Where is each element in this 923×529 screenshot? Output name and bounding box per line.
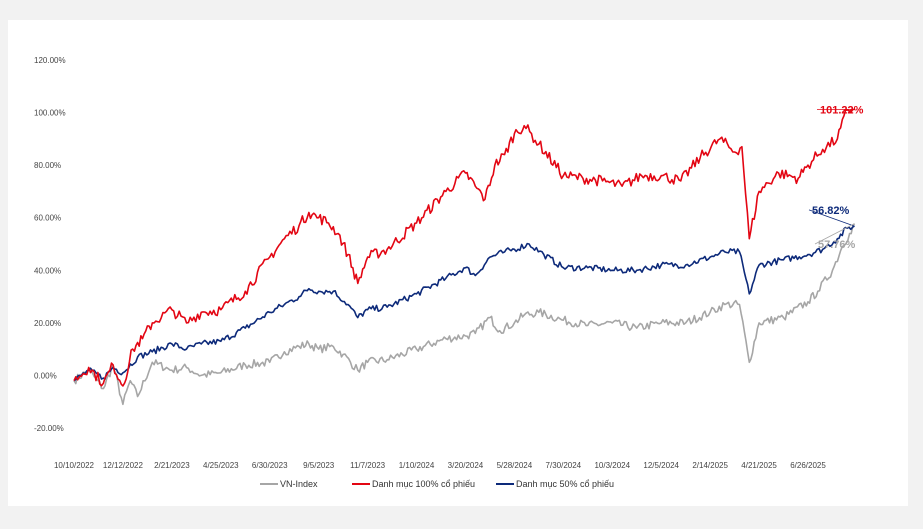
- series-line-portfolio_100: [73, 108, 855, 387]
- y-tick-label: 60.00%: [34, 214, 61, 223]
- y-tick-label: 100.00%: [34, 109, 66, 118]
- x-tick-label: 10/3/2024: [594, 461, 630, 470]
- end-labels: 101.22% 56.82% 57.76%: [808, 104, 864, 251]
- y-tick-label: 40.00%: [34, 266, 61, 275]
- legend-label: Danh mục 50% cổ phiếu: [516, 479, 614, 489]
- legend-item-vn_index[interactable]: VN-Index: [260, 479, 318, 489]
- y-tick-label: -20.00%: [34, 424, 64, 433]
- x-tick-label: 6/30/2023: [252, 461, 288, 470]
- chart-card: 120.00% 100.00% 80.00% 60.00% 40.00% 20.00% 0.…: [8, 20, 908, 506]
- y-tick-label: 0.00%: [34, 371, 57, 380]
- x-tick-label: 4/25/2023: [203, 461, 239, 470]
- end-label-portfolio_50: 56.82%: [812, 205, 850, 217]
- x-tick-label: 12/5/2024: [643, 461, 679, 470]
- end-label-vn_index: 57.76%: [818, 239, 856, 251]
- series-lines: [73, 108, 856, 406]
- x-tick-label: 6/26/2025: [790, 461, 826, 470]
- series-line-portfolio_50: [73, 225, 855, 382]
- x-tick-label: 10/10/2022: [54, 461, 95, 470]
- legend-item-portfolio_100[interactable]: Danh mục 100% cổ phiếu: [352, 479, 475, 489]
- x-tick-label: 11/7/2023: [350, 461, 386, 470]
- end-label-portfolio_100: 101.22%: [820, 104, 864, 116]
- x-tick-label: 9/5/2023: [303, 461, 335, 470]
- x-tick-label: 5/28/2024: [497, 461, 533, 470]
- legend-item-portfolio_50[interactable]: Danh mục 50% cổ phiếu: [496, 479, 614, 489]
- y-tick-label: 120.00%: [34, 56, 66, 65]
- y-tick-label: 20.00%: [34, 319, 61, 328]
- end-label-connector: [808, 209, 855, 227]
- x-tick-label: 1/10/2024: [399, 461, 435, 470]
- x-tick-label: 12/12/2022: [103, 461, 144, 470]
- x-tick-label: 2/14/2025: [692, 461, 728, 470]
- line-chart: 120.00% 100.00% 80.00% 60.00% 40.00% 20.00% 0.…: [34, 56, 864, 489]
- x-tick-label: 7/30/2024: [546, 461, 582, 470]
- legend-label: Danh mục 100% cổ phiếu: [372, 479, 475, 489]
- x-tick-label: 2/21/2023: [154, 461, 190, 470]
- x-axis: 10/10/2022 12/12/2022 2/21/2023 4/25/2023 6/…: [54, 461, 826, 470]
- end-label-connector: [814, 223, 855, 245]
- y-tick-label: 80.00%: [34, 161, 61, 170]
- legend[interactable]: VN-Index Danh mục 100% cổ phiếu Danh mục 5…: [260, 479, 614, 489]
- x-tick-label: 3/20/2024: [448, 461, 484, 470]
- legend-label: VN-Index: [280, 479, 318, 489]
- x-tick-label: 4/21/2025: [741, 461, 777, 470]
- y-axis: 120.00% 100.00% 80.00% 60.00% 40.00% 20.00% 0.…: [34, 56, 66, 433]
- series-line-vn_index: [73, 223, 856, 406]
